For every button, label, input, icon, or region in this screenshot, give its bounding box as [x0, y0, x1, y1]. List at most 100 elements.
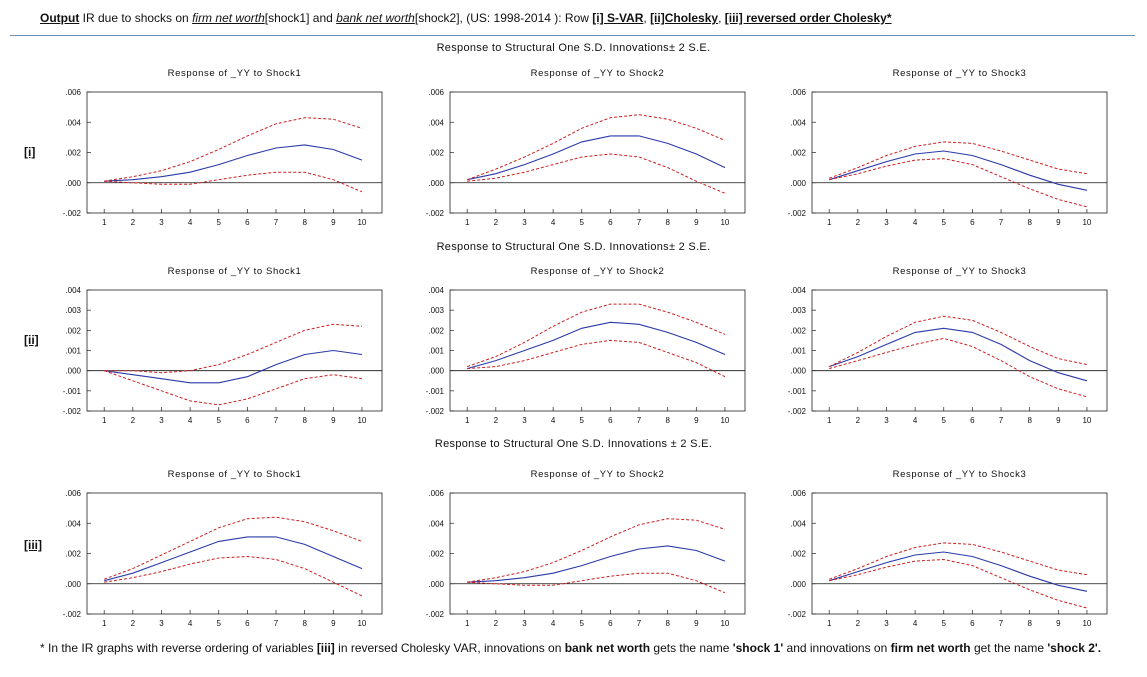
footnote-bold-iii: [iii]: [316, 641, 335, 655]
section-title-3: Response to Structural One S.D. Innovati…: [434, 438, 713, 450]
y-tick-label: .002: [790, 149, 806, 158]
row-label-ii: [ii]: [24, 333, 39, 347]
y-tick-label: .006: [790, 88, 806, 97]
y-tick-label: .002: [428, 149, 444, 158]
x-tick-label: 9: [1056, 218, 1061, 227]
y-tick-label: .006: [65, 88, 81, 97]
x-tick-label: 1: [827, 218, 832, 227]
y-tick-label: .000: [428, 580, 444, 589]
x-tick-label: 8: [665, 416, 670, 425]
y-tick-label: .006: [428, 489, 444, 498]
x-tick-label: 10: [357, 416, 366, 425]
header-bank-net-worth: bank net worth: [336, 11, 415, 25]
x-tick-label: 10: [720, 218, 729, 227]
x-tick-label: 3: [522, 416, 527, 425]
upper-band-line: [467, 114, 726, 181]
y-tick-label: .000: [428, 367, 444, 376]
header-row-iii: [iii] reversed order Cholesky*: [724, 11, 892, 25]
x-tick-label: 10: [357, 619, 366, 628]
x-tick-label: 3: [884, 218, 889, 227]
lower-band-line: [104, 171, 363, 193]
x-tick-label: 3: [159, 218, 164, 227]
y-tick-label: .003: [65, 306, 81, 315]
y-tick-label: .001: [790, 347, 806, 356]
x-tick-label: 2: [131, 619, 136, 628]
irf-chart-3-3: Response of _YY to Shock3 -.002 .000 .002 .0…: [788, 469, 1108, 628]
y-tick-label: .000: [790, 367, 806, 376]
y-tick-label: .004: [65, 118, 81, 127]
x-tick-label: 2: [494, 619, 499, 628]
header-firm-net-worth: firm net worth: [192, 11, 265, 25]
y-tick-label: -.002: [426, 610, 445, 619]
x-tick-label: 8: [665, 218, 670, 227]
header-text-1: IR due to shocks on: [79, 11, 193, 25]
chart-title: Response of _YY to Shock1: [168, 469, 302, 480]
y-tick-label: -.002: [63, 209, 82, 218]
x-tick-label: 8: [302, 218, 307, 227]
plot-frame: [449, 289, 746, 412]
header-divider: [10, 35, 1135, 36]
x-tick-label: 5: [217, 416, 222, 425]
x-tick-label: 5: [217, 619, 222, 628]
irf-chart-1-1: Response of _YY to Shock1 -.002 .000 .002 .0…: [63, 68, 383, 227]
row-label-iii: [iii]: [24, 538, 42, 552]
header-text-3: [shock2], (US: 1998-2014 ): Row: [414, 11, 593, 25]
upper-band-line: [829, 141, 1088, 179]
x-tick-label: 9: [694, 619, 699, 628]
row-label-i: [i]: [24, 145, 36, 159]
x-tick-label: 8: [302, 416, 307, 425]
plot-frame: [449, 91, 746, 214]
page-header: Output IR due to shocks on firm net wort…: [40, 11, 891, 25]
lower-band-line: [104, 370, 363, 406]
x-tick-label: 7: [637, 218, 642, 227]
lower-band-line: [829, 337, 1088, 398]
upper-band-line: [104, 516, 363, 580]
y-tick-label: .001: [65, 347, 81, 356]
x-tick-label: 4: [913, 218, 918, 227]
upper-band-line: [104, 117, 363, 182]
x-tick-label: 2: [856, 416, 861, 425]
x-tick-label: 7: [274, 218, 279, 227]
header-sep-1: ,: [643, 11, 651, 25]
lower-band-line: [829, 158, 1088, 208]
irf-chart-2-3: Response of _YY to Shock3 -.002 -.001 .000.…: [788, 266, 1108, 425]
upper-band-line: [829, 542, 1088, 580]
x-tick-label: 5: [580, 416, 585, 425]
x-tick-label: 9: [694, 416, 699, 425]
y-tick-label: .004: [790, 118, 806, 127]
y-tick-label: .001: [428, 347, 444, 356]
y-tick-label: .006: [65, 489, 81, 498]
x-tick-label: 1: [102, 619, 107, 628]
y-tick-label: .004: [790, 286, 806, 295]
x-tick-label: 9: [331, 218, 336, 227]
x-tick-label: 3: [522, 218, 527, 227]
x-tick-label: 6: [608, 416, 613, 425]
y-tick-label: -.001: [426, 387, 445, 396]
x-tick-label: 8: [1027, 416, 1032, 425]
x-tick-label: 8: [302, 619, 307, 628]
x-tick-label: 2: [494, 416, 499, 425]
x-tick-label: 3: [159, 416, 164, 425]
x-tick-label: 4: [188, 619, 193, 628]
footnote-part-1: * In the IR graphs with reverse ordering…: [40, 641, 317, 655]
x-tick-label: 1: [827, 416, 832, 425]
x-tick-label: 5: [580, 619, 585, 628]
footnote-bold-shock2: 'shock 2'.: [1047, 641, 1102, 655]
irf-chart-1-2: Response of _YY to Shock2 -.002 .000 .002 .0…: [426, 68, 746, 227]
x-tick-label: 8: [1027, 619, 1032, 628]
y-tick-label: .000: [790, 580, 806, 589]
x-tick-label: 8: [665, 619, 670, 628]
x-tick-label: 6: [245, 619, 250, 628]
y-tick-label: -.002: [426, 209, 445, 218]
chart-title: Response of _YY to Shock1: [168, 266, 302, 277]
x-tick-label: 10: [1082, 619, 1091, 628]
x-tick-label: 5: [942, 619, 947, 628]
x-tick-label: 7: [637, 619, 642, 628]
x-tick-label: 6: [245, 218, 250, 227]
footnote-part-3: gets the name: [650, 641, 733, 655]
x-tick-label: 4: [551, 218, 556, 227]
y-tick-label: .004: [65, 286, 81, 295]
lower-band-line: [467, 572, 726, 594]
x-tick-label: 2: [131, 218, 136, 227]
